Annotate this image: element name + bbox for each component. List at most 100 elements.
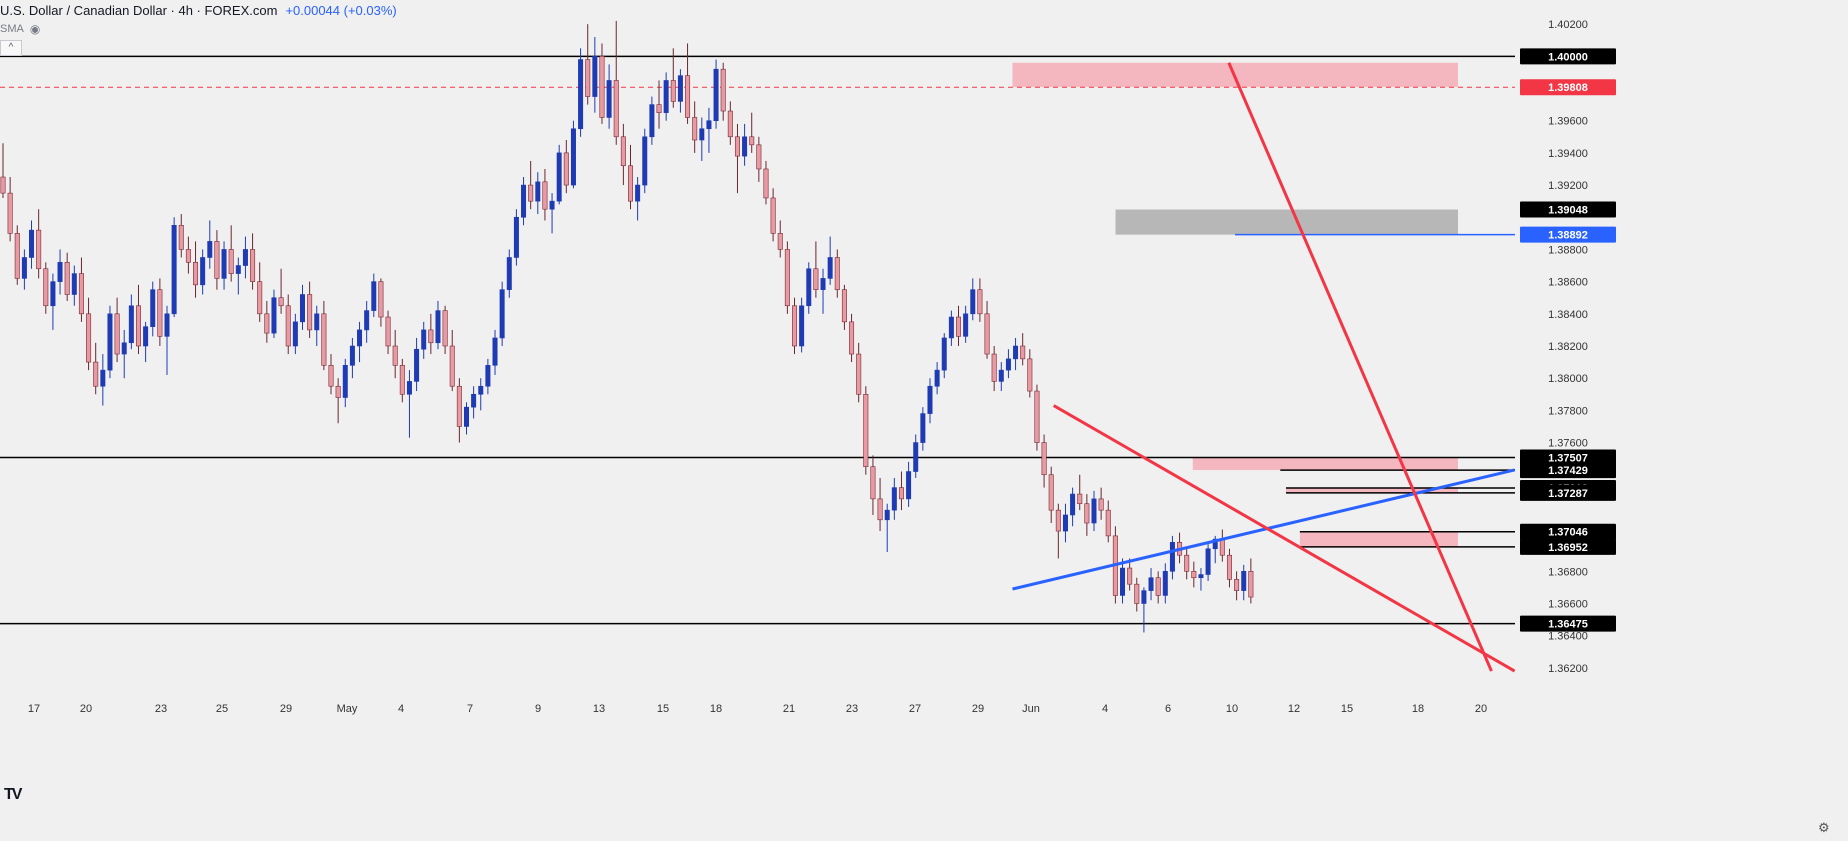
candle-body-52 xyxy=(371,281,377,311)
candle-body-24 xyxy=(171,225,177,315)
candle-body-172 xyxy=(1226,554,1232,580)
candle-body-161 xyxy=(1148,577,1154,591)
trendline-1[interactable] xyxy=(1052,404,1516,673)
price-tag-label[interactable]: 1.36475 xyxy=(1548,619,1588,631)
candle-body-87 xyxy=(620,136,626,167)
candle-body-15 xyxy=(107,313,113,371)
candle-body-125 xyxy=(891,487,897,511)
x-tick-label: 17 xyxy=(28,703,40,715)
x-tick-label: 18 xyxy=(710,703,722,715)
candle-body-96 xyxy=(685,75,691,118)
candle-body-134 xyxy=(956,316,962,337)
price-tag-label[interactable]: 1.37046 xyxy=(1548,527,1588,539)
x-tick-label: Jun xyxy=(1022,703,1040,715)
symbol-title[interactable]: U.S. Dollar / Canadian Dollar · 4h · FOR… xyxy=(0,2,278,18)
price-tag-label[interactable]: 1.37507 xyxy=(1548,453,1588,465)
candle-body-81 xyxy=(578,59,584,130)
candle-body-114 xyxy=(813,268,819,290)
candle-body-69 xyxy=(492,337,498,366)
indicator-legend[interactable]: SMA ◉ xyxy=(0,20,40,38)
price-tag-label[interactable]: 1.36952 xyxy=(1548,542,1588,554)
candle-body-130 xyxy=(927,385,933,414)
candle-body-13 xyxy=(93,361,99,387)
x-tick-label: 10 xyxy=(1226,703,1238,715)
candle-body-3 xyxy=(21,257,27,279)
x-tick-label: 23 xyxy=(846,703,858,715)
zone-1 xyxy=(1115,209,1458,235)
zone-3 xyxy=(1285,487,1458,493)
candle-body-39 xyxy=(278,297,284,307)
candle-body-121 xyxy=(863,393,869,467)
candle-body-31 xyxy=(221,249,227,279)
candle-body-51 xyxy=(364,310,370,331)
price-tag-bg xyxy=(1520,523,1616,540)
price-tag-bg xyxy=(1520,201,1616,218)
price-tag-label[interactable]: 1.37287 xyxy=(1548,488,1588,500)
candle-body-143 xyxy=(1020,345,1026,360)
trendline-2[interactable] xyxy=(1227,62,1493,672)
eye-off-icon[interactable]: ◉ xyxy=(29,22,41,36)
candle-body-136 xyxy=(970,289,976,315)
candle-body-23 xyxy=(164,313,170,337)
sma-label[interactable]: SMA xyxy=(0,23,24,35)
price-tag-bg xyxy=(1520,484,1616,501)
candle-body-58 xyxy=(414,348,420,382)
collapse-legend-button[interactable]: ^ xyxy=(0,40,22,56)
candle-body-57 xyxy=(406,381,412,395)
candle-body-0 xyxy=(0,176,6,194)
candle-body-115 xyxy=(820,278,826,290)
price-tag-label[interactable]: 1.39048 xyxy=(1548,205,1588,217)
candle-body-59 xyxy=(421,329,427,350)
x-tick-label: 6 xyxy=(1165,703,1171,715)
y-tick-label: 1.36600 xyxy=(1548,598,1588,610)
candle-body-41 xyxy=(292,321,298,347)
candle-body-137 xyxy=(977,289,983,315)
candle-body-35 xyxy=(250,249,256,282)
candle-body-86 xyxy=(613,80,619,138)
candle-body-162 xyxy=(1155,577,1161,596)
y-tick-label: 1.39400 xyxy=(1548,148,1588,160)
candle-body-63 xyxy=(449,345,455,387)
candle-body-18 xyxy=(128,305,134,344)
candle-body-155 xyxy=(1105,509,1111,537)
y-tick-label: 1.37800 xyxy=(1548,405,1588,417)
candle-body-9 xyxy=(64,262,70,295)
candle-body-120 xyxy=(856,353,862,395)
candle-body-128 xyxy=(913,442,919,472)
candle-body-21 xyxy=(150,289,156,327)
candle-body-119 xyxy=(849,321,855,355)
candle-body-132 xyxy=(941,337,947,371)
y-tick-label: 1.36200 xyxy=(1548,663,1588,675)
price-tag-label[interactable]: 1.38892 xyxy=(1548,230,1588,242)
candle-body-16 xyxy=(114,313,120,355)
candle-body-82 xyxy=(585,59,591,97)
trendline-0[interactable] xyxy=(1012,468,1515,591)
price-tag-bg xyxy=(1520,462,1616,479)
candle-body-133 xyxy=(948,316,954,339)
candle-body-42 xyxy=(299,294,305,323)
price-tag-label[interactable]: 1.37429 xyxy=(1548,465,1588,477)
candle-body-85 xyxy=(606,80,612,118)
candle-body-174 xyxy=(1241,571,1247,591)
candle-body-53 xyxy=(378,281,384,318)
candle-body-80 xyxy=(570,128,576,186)
x-tick-label: 29 xyxy=(280,703,292,715)
candle-body-68 xyxy=(485,365,491,387)
candle-body-56 xyxy=(399,365,405,395)
candle-body-44 xyxy=(314,313,320,331)
candle-body-43 xyxy=(307,294,313,331)
candle-body-144 xyxy=(1027,358,1033,392)
candle-body-150 xyxy=(1070,493,1076,516)
candle-body-60 xyxy=(428,329,434,344)
price-tag-label[interactable]: 1.40000 xyxy=(1548,51,1588,63)
candle-body-33 xyxy=(235,265,241,274)
candle-body-54 xyxy=(385,316,391,347)
price-tag-label[interactable]: 1.39808 xyxy=(1548,82,1588,94)
gear-icon[interactable]: ⚙ xyxy=(1818,820,1830,835)
candle-body-145 xyxy=(1034,390,1040,443)
candle-body-64 xyxy=(456,385,462,427)
candle-body-93 xyxy=(663,80,669,113)
candle-body-160 xyxy=(1141,590,1147,604)
